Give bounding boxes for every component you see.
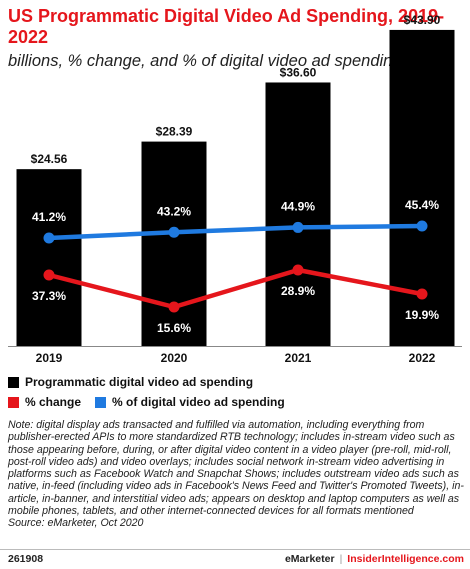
chart-plot: $24.56 $28.39 $36.60 $43.90 2019 2020 2021 2022… [8,13,462,365]
legend-swatch-share [95,396,107,408]
footer-divider [0,549,470,550]
share-label-2021: 44.9% [281,199,315,213]
change-line [46,267,425,310]
share-label-2022: 45.4% [405,198,439,212]
note-text: Note: digital display ads transacted and… [8,419,464,518]
bar-value-label-2020: $28.39 [156,125,193,139]
bar-2019 [16,169,82,346]
change-label-2019: 37.3% [32,289,66,303]
legend-label-share: % of digital video ad spending [112,395,285,409]
brand-separator: | [339,553,343,565]
share-point-2020 [168,226,180,238]
bar-value-label-2021: $36.60 [280,65,317,79]
brand-site-link[interactable]: InsiderIntelligence.com [347,553,464,565]
chart-legend: Programmatic digital video ad spending %… [8,375,285,415]
x-tick-label-2022: 2022 [409,351,436,365]
change-point-2022 [416,288,428,300]
source-text: Source: eMarketer, Oct 2020 [8,517,144,530]
x-tick-label-2020: 2020 [161,351,188,365]
legend-item-spending: Programmatic digital video ad spending [8,375,285,389]
chart-subtitle: billions, % change, and % of digital vid… [8,52,402,70]
legend-swatch-spending [8,376,19,388]
legend-label-change: % change [25,395,82,409]
bar-value-label-2022: $43.90 [404,13,441,27]
x-tick-label-2019: 2019 [36,351,63,365]
bar-value-label-2019: $24.56 [31,152,68,166]
change-label-2020: 15.6% [157,321,191,335]
bar-2021 [265,82,331,346]
share-label-2019: 41.2% [32,210,66,224]
change-label-2022: 19.9% [405,308,439,322]
legend-label-spending: Programmatic digital video ad spending [25,375,254,389]
chart-note: Note: digital display ads transacted and… [8,419,466,530]
share-label-2020: 43.2% [157,204,191,218]
footer-brand: eMarketer | InsiderIntelligence.com [285,553,464,565]
x-tick-label-2021: 2021 [285,351,312,365]
chart-id: 261908 [8,553,44,565]
change-point-2020 [168,301,180,313]
change-point-2021 [292,264,304,276]
change-label-2021: 28.9% [281,284,315,298]
bar-2020 [141,141,207,346]
chart-title: US Programmatic Digital Video Ad Spendin… [8,6,445,47]
legend-swatch-change [8,396,19,408]
share-point-2022 [416,220,428,232]
share-point-2021 [292,221,304,233]
change-point-2019 [43,269,55,281]
share-line [46,223,425,241]
brand-emarketer: eMarketer [284,553,335,565]
share-point-2019 [43,232,55,244]
legend-row-2: % change % of digital video ad spending [8,395,285,409]
